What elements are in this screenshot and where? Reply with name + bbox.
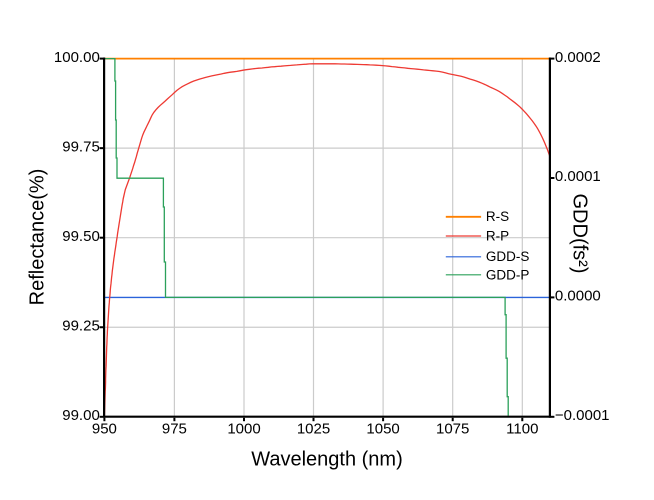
svg-text:R-S: R-S xyxy=(486,209,509,224)
svg-text:GDD-S: GDD-S xyxy=(486,249,530,264)
svg-text:1075: 1075 xyxy=(436,420,469,437)
svg-text:99.50: 99.50 xyxy=(62,228,100,245)
svg-text:99.00: 99.00 xyxy=(62,407,100,424)
svg-text:0.0002: 0.0002 xyxy=(555,49,601,66)
svg-text:Wavelength (nm): Wavelength (nm) xyxy=(251,449,403,471)
svg-text:99.75: 99.75 xyxy=(62,138,100,155)
svg-text:Reflectance(%): Reflectance(%) xyxy=(27,169,49,306)
svg-text:R-P: R-P xyxy=(486,228,509,243)
svg-text:100.00: 100.00 xyxy=(54,49,100,66)
svg-text:975: 975 xyxy=(162,420,187,437)
svg-text:GDD(fs²): GDD(fs²) xyxy=(568,194,590,274)
svg-text:−0.0001: −0.0001 xyxy=(555,407,610,424)
svg-text:1050: 1050 xyxy=(366,420,399,437)
svg-text:950: 950 xyxy=(92,420,117,437)
svg-text:99.25: 99.25 xyxy=(62,317,100,334)
svg-text:1000: 1000 xyxy=(227,420,260,437)
svg-text:1100: 1100 xyxy=(506,420,538,437)
svg-text:1025: 1025 xyxy=(297,420,330,437)
svg-text:GDD-P: GDD-P xyxy=(486,268,530,283)
svg-text:0.0000: 0.0000 xyxy=(555,288,601,305)
svg-text:0.0001: 0.0001 xyxy=(555,168,601,185)
